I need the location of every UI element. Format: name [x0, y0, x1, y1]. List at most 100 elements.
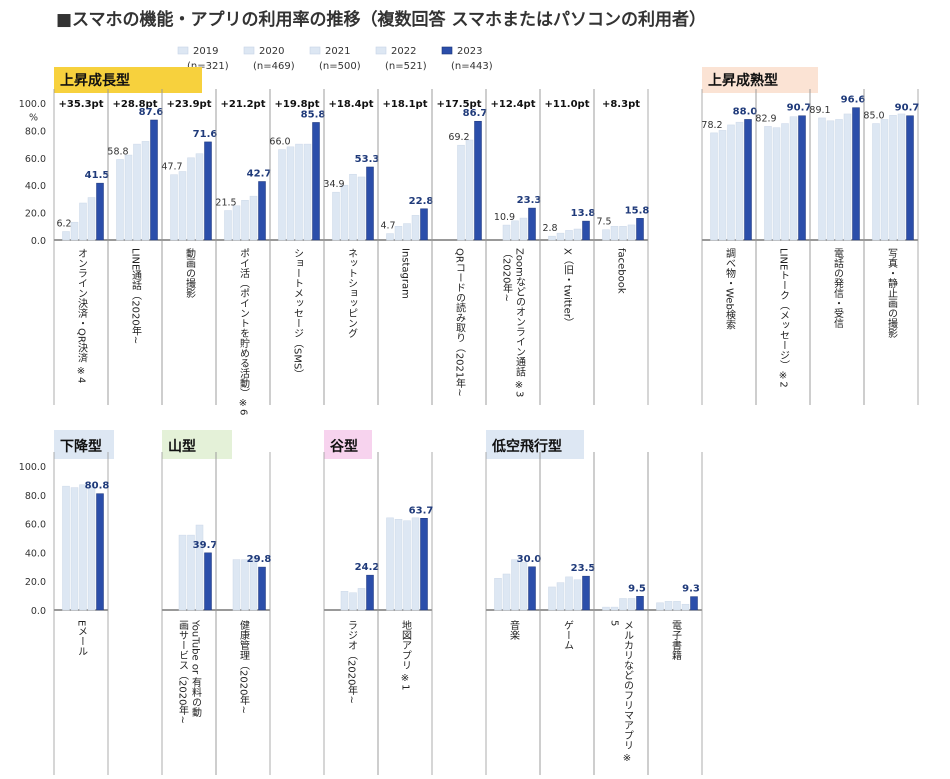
bar-2021 — [403, 223, 411, 241]
category-column: 29.8 健康管理（2020年~ — [215, 452, 271, 775]
bar-2023 — [366, 574, 374, 611]
y-axis-unit: % — [29, 113, 38, 124]
category-column: 63.7 地図アプリ ※1 — [377, 452, 433, 775]
value-label-last: 42.7 — [247, 169, 272, 180]
group-box — [324, 430, 372, 459]
bar-2020 — [340, 184, 349, 241]
value-label-last: 30.0 — [517, 554, 542, 565]
value-label-first: 21.5 — [215, 198, 236, 209]
value-label-first: 69.2 — [448, 132, 469, 143]
bar-2021 — [79, 202, 87, 241]
bar-2019 — [224, 210, 232, 241]
category-column: +18.4pt 34.9 53.3 ネットショッピング — [323, 89, 379, 405]
value-label-first: 10.9 — [494, 212, 515, 223]
delta-label: +12.4pt — [491, 99, 536, 110]
bar-2019 — [602, 606, 610, 611]
bar-2020 — [232, 205, 241, 241]
legend-n-2019: (n=321) — [187, 61, 229, 72]
bar-2023 — [906, 115, 914, 241]
legend-label-2021: 2021 — [325, 46, 350, 57]
bar-2023 — [420, 208, 428, 241]
category-label: 健康管理（2020年~ — [238, 620, 250, 714]
legend-swatch-2021 — [309, 46, 321, 55]
category-label: 電話の発信・受信 — [832, 248, 844, 329]
bar-2019 — [656, 602, 664, 611]
bar-2023 — [798, 115, 806, 241]
bar-2022 — [627, 598, 636, 611]
bar-2023 — [96, 182, 104, 241]
bar-2020 — [340, 591, 349, 611]
category-label: QRコードの読み取り（2021年~ — [454, 248, 466, 397]
bar-2023 — [150, 119, 158, 241]
value-label-first: 4.7 — [380, 221, 395, 232]
legend-swatch-2022 — [375, 46, 387, 55]
bar-2020 — [232, 559, 241, 611]
group-box — [54, 430, 114, 459]
bar-2020 — [664, 601, 673, 611]
bar-2021 — [889, 115, 897, 241]
bar-2021 — [619, 226, 627, 241]
legend-label-2023: 2023 — [457, 46, 482, 57]
value-label-last: 15.8 — [625, 205, 650, 216]
group-box — [54, 67, 202, 93]
value-label-first: 58.8 — [107, 146, 128, 157]
bar-2022 — [789, 116, 798, 241]
y-tick-label: 20.0 — [25, 577, 46, 588]
bar-2021 — [349, 173, 357, 241]
bar-2022 — [249, 556, 258, 611]
category-label: Zoomなどのオンライン通話 ※3 — [514, 248, 526, 397]
bar-2019 — [764, 126, 772, 241]
bar-2019 — [386, 233, 394, 241]
category-label: 音楽 — [508, 619, 520, 641]
value-label-last: 88.0 — [733, 106, 758, 117]
category-column: 24.2 ラジオ（2020年~ — [323, 452, 379, 775]
category-column: +23.9pt 47.7 71.6 動画の撮影 — [161, 89, 217, 405]
bar-2023 — [852, 107, 860, 241]
category-label: ネットショッピング — [346, 248, 358, 338]
y-tick-label: 80.0 — [25, 126, 46, 137]
category-label: ラジオ（2020年~ — [346, 620, 358, 704]
category-column: +19.8pt 66.0 85.8 ショートメッセージ（SMS） — [269, 89, 325, 405]
value-label-last: 9.3 — [682, 584, 700, 595]
category-column: 89.1 96.6 電話の発信・受信 — [809, 89, 865, 405]
bar-2020 — [772, 127, 781, 241]
value-label-last: 23.3 — [517, 195, 542, 206]
value-label-last: 41.5 — [85, 170, 110, 181]
bar-2023 — [366, 166, 374, 241]
group-box — [162, 430, 232, 459]
bar-2021 — [295, 143, 303, 241]
value-label-last: 53.3 — [355, 154, 380, 165]
y-tick-label: 0.0 — [31, 606, 46, 617]
category-column: +18.1pt 4.7 22.8 Instagram — [377, 89, 433, 405]
category-label: X（旧・twitter） — [562, 248, 574, 328]
bar-2022 — [681, 603, 690, 611]
bar-2019 — [548, 235, 556, 241]
value-label-last: 13.8 — [571, 208, 596, 219]
value-label-first: 47.7 — [161, 162, 182, 173]
bar-2023 — [636, 596, 644, 611]
category-label: （2020年~ — [501, 248, 513, 302]
y-tick-label: 60.0 — [25, 520, 46, 531]
y-tick-label: 100.0 — [19, 99, 46, 110]
bar-2021 — [565, 576, 573, 611]
bar-2019 — [494, 578, 502, 611]
value-label-last: 71.6 — [193, 129, 218, 140]
bar-2019 — [548, 586, 556, 611]
bar-2021 — [349, 592, 357, 611]
category-column: +17.5pt 69.2 86.7 QRコードの読み取り（2021年~ — [431, 89, 488, 405]
bar-2021 — [241, 200, 249, 241]
bar-2023 — [204, 141, 212, 241]
bar-2021 — [187, 157, 195, 241]
bar-2020 — [610, 226, 619, 241]
bar-2022 — [249, 195, 258, 241]
bar-2019 — [62, 485, 70, 611]
legend-n-2020: (n=469) — [253, 61, 295, 72]
value-label-last: 86.7 — [463, 108, 488, 119]
bar-2019 — [710, 132, 718, 241]
value-label-first: 34.9 — [323, 179, 344, 190]
value-label-first: 85.0 — [863, 111, 884, 122]
y-tick-label: 0.0 — [31, 236, 46, 247]
bar-2019 — [278, 149, 286, 241]
bar-2020 — [178, 171, 187, 241]
bar-2022 — [897, 113, 906, 241]
